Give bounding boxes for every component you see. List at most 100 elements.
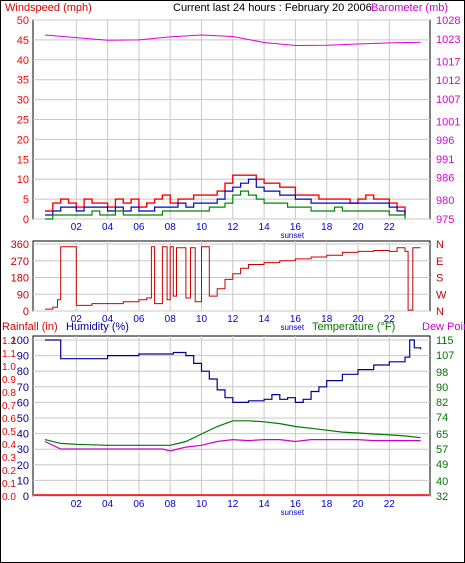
wind-y-tick: 45 bbox=[17, 35, 29, 47]
humidity-axis-title: Humidity (%) bbox=[66, 321, 129, 333]
temperature-axis-title: Temperature (°F) bbox=[312, 321, 395, 333]
humidity-line bbox=[45, 339, 422, 403]
sunset-label: sunset bbox=[280, 508, 304, 517]
humidity-y-tick: 20 bbox=[17, 460, 29, 472]
sunset-label: sunset bbox=[280, 323, 304, 332]
x-tick-label: 08 bbox=[165, 314, 177, 325]
humidity-y-tick: 50 bbox=[17, 413, 29, 425]
wind-y-tick: 35 bbox=[17, 75, 29, 87]
direction-y-tick: 180 bbox=[11, 273, 29, 285]
rain-y-tick: 0.8 bbox=[2, 388, 16, 399]
wind-average-line bbox=[45, 178, 406, 216]
x-tick-label: 14 bbox=[259, 222, 271, 233]
rain-y-tick: 1.2 bbox=[2, 336, 16, 347]
humidity-y-tick: 10 bbox=[17, 475, 29, 487]
humidity-temperature-chart: 0 10 20 30 40 50 60 70 80 90 100 0.0 0.1 0.2 0.3 0.4 0.5… bbox=[2, 335, 454, 517]
x-tick-label: 14 bbox=[259, 314, 271, 325]
x-tick-label: 12 bbox=[227, 222, 239, 233]
wind-y-tick: 20 bbox=[17, 134, 29, 146]
direction-y-tick: 270 bbox=[11, 256, 29, 268]
rainfall-axis-title: Rainfall (in) bbox=[2, 321, 58, 333]
x-tick-label: 08 bbox=[165, 499, 177, 510]
temperature-y-tick: 74 bbox=[436, 412, 448, 424]
x-tick-label: 02 bbox=[71, 314, 83, 325]
baro-y-tick: 996 bbox=[436, 135, 454, 147]
x-tick-label: 02 bbox=[71, 222, 83, 233]
x-tick-label: 14 bbox=[259, 499, 271, 510]
temperature-y-tick: 115 bbox=[436, 335, 454, 347]
temperature-y-tick: 98 bbox=[436, 367, 448, 379]
x-tick-label: 18 bbox=[321, 499, 333, 510]
x-tick-label: 22 bbox=[384, 222, 396, 233]
humidity-y-tick: 30 bbox=[17, 444, 29, 456]
temperature-y-tick: 49 bbox=[436, 459, 448, 471]
temperature-y-tick: 65 bbox=[436, 429, 448, 441]
x-tick-label: 04 bbox=[102, 222, 114, 233]
x-tick-label: 06 bbox=[133, 222, 145, 233]
baro-y-tick: 1017 bbox=[436, 56, 460, 68]
rain-y-tick: 0.0 bbox=[2, 492, 16, 503]
wind-y-tick: 30 bbox=[17, 95, 29, 107]
barometer-axis-title: Barometer (mb) bbox=[371, 2, 448, 14]
x-tick-label: 04 bbox=[102, 314, 114, 325]
rain-y-tick: 1.0 bbox=[2, 362, 16, 373]
rain-y-tick: 0.6 bbox=[2, 414, 16, 425]
x-tick-label: 10 bbox=[196, 499, 208, 510]
rain-y-tick: 0.5 bbox=[2, 427, 16, 438]
humidity-y-tick: 40 bbox=[17, 429, 29, 441]
x-tick-label: 10 bbox=[196, 222, 208, 233]
x-tick-label: 06 bbox=[133, 499, 145, 510]
x-tick-label: 16 bbox=[290, 314, 302, 325]
baro-y-tick: 986 bbox=[436, 173, 454, 185]
x-tick-label: 22 bbox=[384, 314, 396, 325]
x-tick-label: 06 bbox=[133, 314, 145, 325]
rain-y-tick: 0.9 bbox=[2, 375, 16, 386]
rain-y-tick: 0.7 bbox=[2, 401, 16, 412]
rain-y-tick: 0.2 bbox=[2, 466, 16, 477]
direction-plot-area bbox=[32, 240, 431, 312]
rain-y-tick: 0.1 bbox=[2, 479, 16, 490]
wind-y-tick: 0 bbox=[23, 214, 29, 226]
x-tick-label: 18 bbox=[321, 222, 333, 233]
baro-y-tick: 1007 bbox=[436, 94, 460, 106]
humidity-y-tick: 70 bbox=[17, 382, 29, 394]
temperature-y-tick: 32 bbox=[436, 491, 448, 503]
wind-y-tick: 10 bbox=[17, 174, 29, 186]
x-tick-label: 16 bbox=[290, 222, 302, 233]
x-tick-label: 20 bbox=[352, 314, 364, 325]
compass-label: W bbox=[436, 289, 447, 301]
wind-barometer-chart: 0 5 10 15 20 25 30 35 40 45 50 975 980 986 991 996 1001 1… bbox=[17, 15, 461, 240]
x-tick-label: 04 bbox=[102, 499, 114, 510]
wind-y-tick: 50 bbox=[17, 15, 29, 27]
humidity-y-tick: 80 bbox=[17, 366, 29, 378]
rain-y-tick: 0.4 bbox=[2, 440, 16, 451]
dewpoint-line bbox=[44, 438, 421, 452]
wind-minimum-line bbox=[45, 190, 406, 220]
humidity-y-tick: 90 bbox=[17, 351, 29, 363]
baro-y-tick: 1001 bbox=[436, 116, 460, 128]
baro-y-tick: 980 bbox=[436, 195, 454, 207]
direction-y-tick: 0 bbox=[23, 306, 29, 318]
humidity-plot-area bbox=[32, 335, 431, 497]
temperature-y-tick: 90 bbox=[436, 382, 448, 394]
temperature-y-tick: 57 bbox=[436, 444, 448, 456]
rain-y-tick: 1.1 bbox=[2, 349, 16, 360]
humidity-y-tick: 100 bbox=[11, 335, 29, 347]
temperature-y-tick: 107 bbox=[436, 350, 454, 362]
rain-y-tick: 0.3 bbox=[2, 453, 16, 464]
compass-label: N bbox=[436, 239, 444, 251]
direction-y-tick: 90 bbox=[17, 289, 29, 301]
temperature-y-tick: 82 bbox=[436, 397, 448, 409]
wind-y-tick: 40 bbox=[17, 55, 29, 67]
x-tick-label: 10 bbox=[196, 314, 208, 325]
compass-label: S bbox=[436, 273, 443, 285]
wind-axis-title: Windspeed (mph) bbox=[5, 2, 92, 14]
baro-y-tick: 1012 bbox=[436, 75, 460, 87]
sunset-label: sunset bbox=[280, 231, 304, 240]
compass-label: N bbox=[436, 306, 444, 318]
temperature-line bbox=[44, 420, 421, 446]
wind-direction-line bbox=[45, 246, 421, 311]
baro-y-tick: 1028 bbox=[436, 15, 460, 27]
